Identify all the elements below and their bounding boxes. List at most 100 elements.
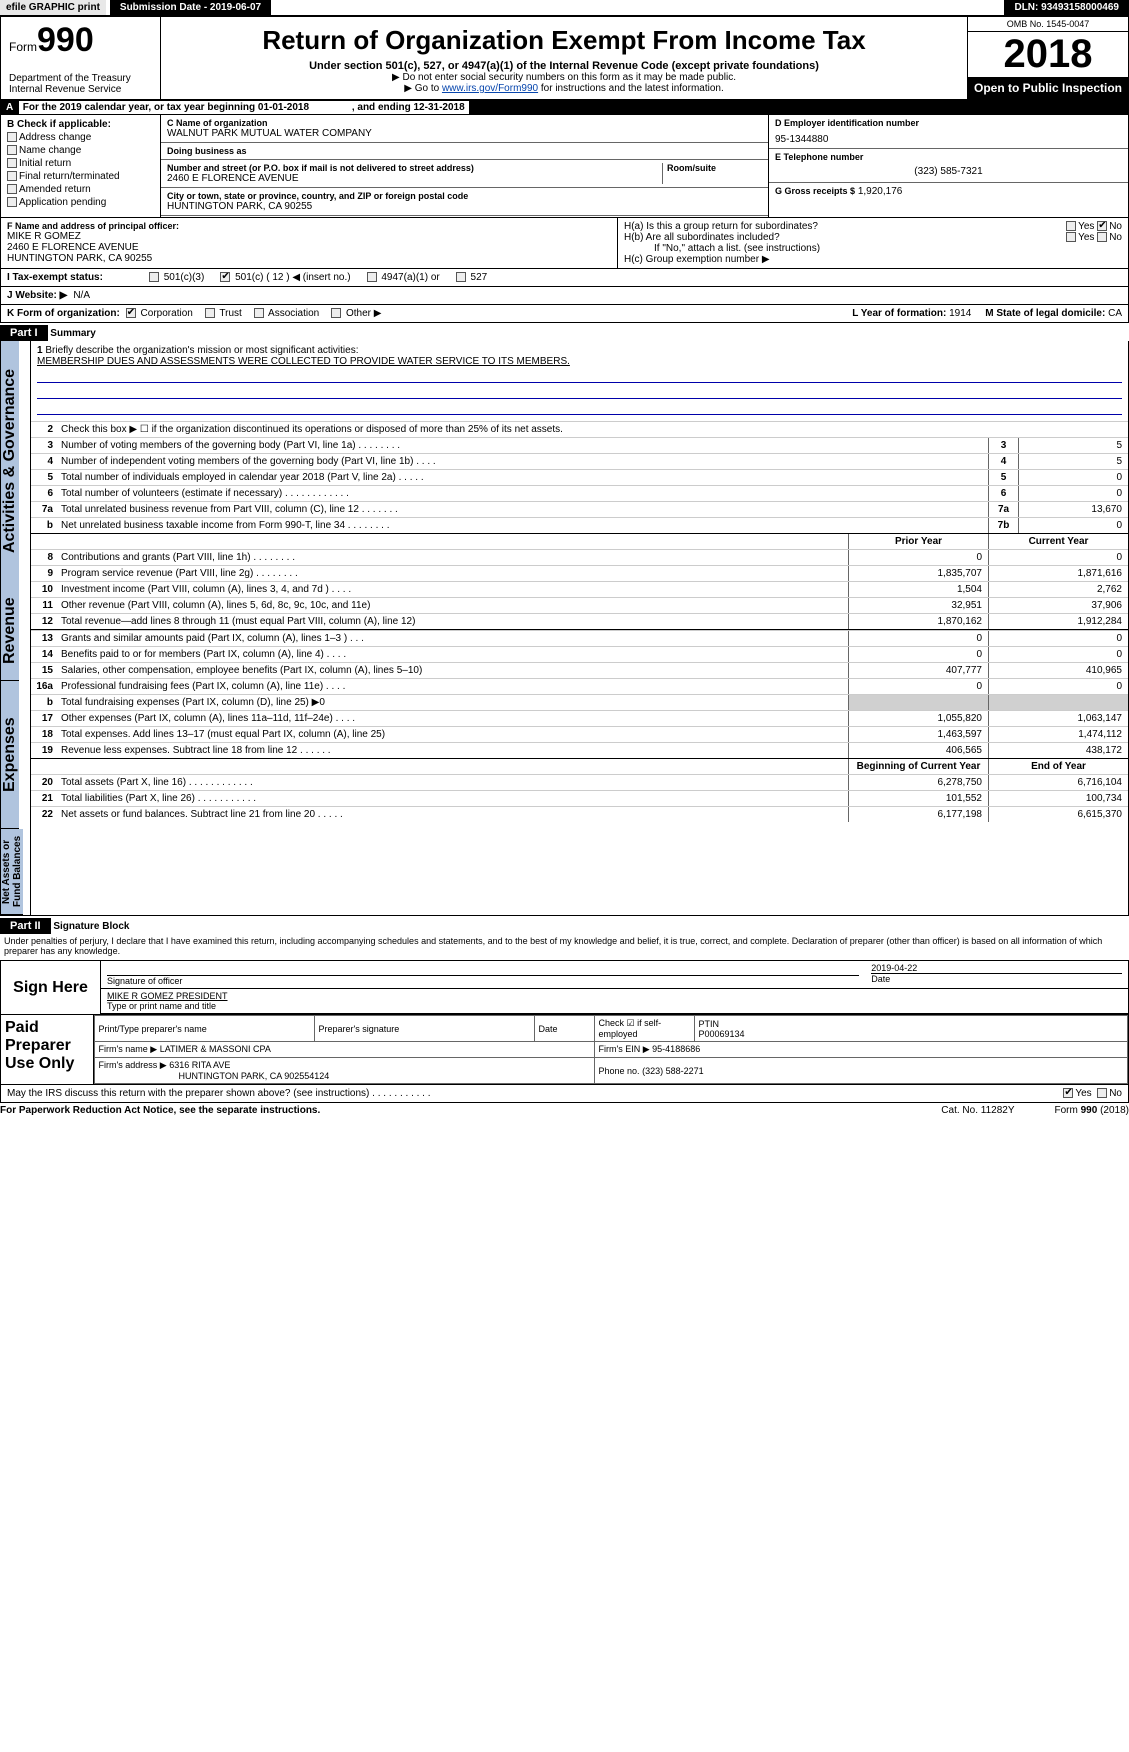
sig-date-label: Date [871,973,1122,984]
org-form-opt[interactable]: Other ▶ [331,308,381,319]
firm-phone: (323) 588-2271 [642,1066,704,1076]
cell-phone: E Telephone number (323) 585-7321 [769,149,1128,183]
ha-answer: Yes No [1066,221,1122,232]
tax-year: 2018 [968,32,1128,77]
checkbox-final-return-terminated[interactable]: Final return/terminated [7,171,154,182]
m-label: M State of legal domicile: [985,308,1105,319]
part1-title: Summary [50,328,96,339]
sig-officer-label: Signature of officer [107,975,859,986]
row-a-begin: For the 2019 calendar year, or tax year … [23,102,309,113]
line-11: 11Other revenue (Part VIII, column (A), … [31,597,1128,613]
sig-date: 2019-04-22 [871,963,1122,973]
hb-row: H(b) Are all subordinates included? Yes … [624,232,1122,243]
sig-date-cell: 2019-04-22 Date [865,961,1128,989]
city-label: City or town, state or province, country… [167,191,762,201]
checkbox-name-change[interactable]: Name change [7,145,154,156]
line1: 1 Briefly describe the organization's mi… [31,341,1128,421]
street-value: 2460 E FLORENCE AVENUE [167,173,662,184]
checkbox-initial-return[interactable]: Initial return [7,158,154,169]
firm-name: LATIMER & MASSONI CPA [160,1044,271,1054]
line-15: 15Salaries, other compensation, employee… [31,662,1128,678]
i-label: I Tax-exempt status: [7,272,103,283]
prep-name-label: Print/Type preparer's name [94,1016,314,1042]
part1-lines: 1 Briefly describe the organization's mi… [31,341,1128,915]
officer-block: F Name and address of principal officer:… [1,218,618,268]
cell-dba: Doing business as [161,143,768,160]
officer-name: MIKE R GOMEZ [7,231,611,242]
line1-value: MEMBERSHIP DUES AND ASSESSMENTS WERE COL… [37,356,570,367]
paid-preparer-block: Paid Preparer Use Only Print/Type prepar… [0,1015,1129,1085]
sign-here-label: Sign Here [1,961,101,1014]
part2-title: Signature Block [53,921,129,932]
line-5: 5Total number of individuals employed in… [31,469,1128,485]
line-13: 13Grants and similar amounts paid (Part … [31,630,1128,646]
j-value: N/A [73,290,90,301]
form-note1: ▶ Do not enter social security numbers o… [169,72,959,83]
side-net: Net Assets or Fund Balances [1,829,23,915]
prep-check: Check ☑ if self-employed [594,1016,694,1042]
sig-type-label: Type or print name and title [107,1001,1122,1011]
side-gov: Activities & Governance [1,341,19,581]
line-8: 8Contributions and grants (Part VIII, li… [31,549,1128,565]
sig-name: MIKE R GOMEZ PRESIDENT [107,991,1122,1001]
tax-status-opt[interactable]: 4947(a)(1) or [367,272,440,283]
col-b: B Check if applicable: Address changeNam… [1,115,161,217]
dln: DLN: 93493158000469 [1004,0,1129,15]
cell-ein: D Employer identification number 95-1344… [769,115,1128,149]
side-rev: Revenue [1,581,19,681]
part1-bar: Part I [0,325,48,341]
col-mid: C Name of organization WALNUT PARK MUTUA… [161,115,768,217]
form-no: 990 [37,21,94,59]
irs-link[interactable]: www.irs.gov/Form990 [442,83,538,94]
line-14: 14Benefits paid to or for members (Part … [31,646,1128,662]
line-10: 10Investment income (Part VIII, column (… [31,581,1128,597]
footer-right: Form 990 (2018) [1055,1105,1129,1116]
org-form-opt[interactable]: Trust [205,308,242,319]
footer: For Paperwork Reduction Act Notice, see … [0,1103,1129,1118]
form-header-left: Form990 Department of the Treasury Inter… [1,17,161,99]
ha-label: H(a) Is this a group return for subordin… [624,221,818,232]
firm-name-cell: Firm's name ▶ LATIMER & MASSONI CPA [94,1042,594,1058]
org-form-opt[interactable]: Association [254,308,319,319]
form-header-mid: Return of Organization Exempt From Incom… [161,17,968,99]
side-exp: Expenses [1,681,19,829]
perjury-text: Under penalties of perjury, I declare th… [0,934,1129,958]
sig-officer-cell: Signature of officer [101,961,865,989]
footer-left: For Paperwork Reduction Act Notice, see … [0,1105,320,1116]
prep-sig-label: Preparer's signature [314,1016,534,1042]
l-label: L Year of formation: [852,308,946,319]
col-beg: Beginning of Current Year [848,759,988,774]
row-k: K Form of organization: Corporation Trus… [0,305,1129,323]
checkbox-amended-return[interactable]: Amended return [7,184,154,195]
line-17: 17Other expenses (Part IX, column (A), l… [31,710,1128,726]
hb-label: H(b) Are all subordinates included? [624,232,780,243]
discuss-row: May the IRS discuss this return with the… [0,1085,1129,1103]
note2-prefix: ▶ Go to [404,83,442,94]
hb-note: If "No," attach a list. (see instruction… [654,243,1122,254]
checkbox-application-pending[interactable]: Application pending [7,197,154,208]
m-value: CA [1108,308,1122,319]
d-label: D Employer identification number [775,118,1122,128]
tax-status-opt[interactable]: 501(c)(3) [149,272,204,283]
line2: 2 Check this box ▶ ☐ if the organization… [31,421,1128,437]
k-label: K Form of organization: [7,308,120,319]
cell-gross: G Gross receipts $ 1,920,176 [769,183,1128,217]
c-label: C Name of organization [167,118,762,128]
paid-label: Paid Preparer Use Only [1,1015,94,1084]
tax-status-opt[interactable]: 527 [456,272,487,283]
line-3: 3Number of voting members of the governi… [31,437,1128,453]
row-a-text: For the 2019 calendar year, or tax year … [19,101,469,114]
ptin-value: P00069134 [699,1029,745,1039]
cell-street: Number and street (or P.O. box if mail i… [161,160,768,188]
org-form-opt[interactable]: Corporation [126,308,193,319]
sig-name-cell: MIKE R GOMEZ PRESIDENT Type or print nam… [101,989,1128,1014]
h-block: H(a) Is this a group return for subordin… [618,218,1128,268]
part1-body: Activities & Governance Revenue Expenses… [0,341,1129,916]
checkbox-address-change[interactable]: Address change [7,132,154,143]
col-curr: Current Year [988,534,1128,549]
firm-addr-cell: Firm's address ▶ 6316 RITA AVE HUNTINGTO… [94,1058,594,1084]
line-12: 12Total revenue—add lines 8 through 11 (… [31,613,1128,629]
tax-status-opt[interactable]: 501(c) ( 12 ) ◀ (insert no.) [220,272,350,283]
phone-value: (323) 585-7321 [775,166,1122,177]
line-22: 22Net assets or fund balances. Subtract … [31,806,1128,822]
